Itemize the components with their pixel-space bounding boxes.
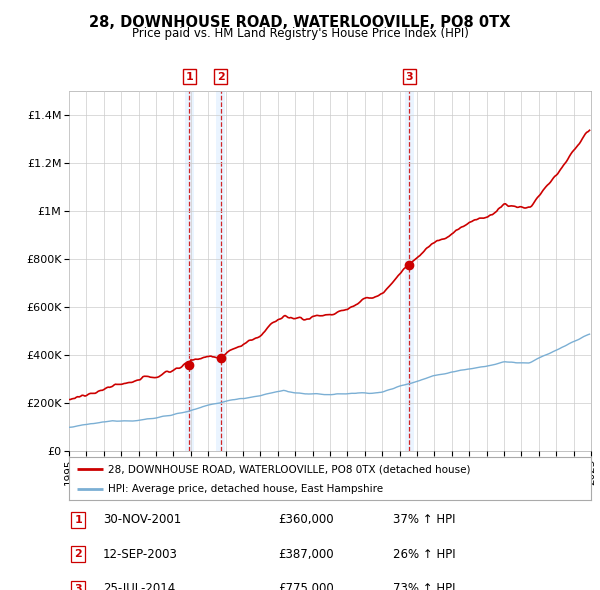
Text: 30-NOV-2001: 30-NOV-2001 [103, 513, 181, 526]
Text: 73% ↑ HPI: 73% ↑ HPI [392, 582, 455, 590]
Text: Price paid vs. HM Land Registry's House Price Index (HPI): Price paid vs. HM Land Registry's House … [131, 27, 469, 40]
Bar [405, 91, 414, 451]
Text: 28, DOWNHOUSE ROAD, WATERLOOVILLE, PO8 0TX: 28, DOWNHOUSE ROAD, WATERLOOVILLE, PO8 0… [89, 15, 511, 30]
Text: HPI: Average price, detached house, East Hampshire: HPI: Average price, detached house, East… [108, 484, 383, 494]
Text: 2: 2 [74, 549, 82, 559]
Bar [185, 91, 194, 451]
Text: 2: 2 [217, 72, 224, 81]
Text: 1: 1 [74, 515, 82, 525]
Text: 37% ↑ HPI: 37% ↑ HPI [392, 513, 455, 526]
Text: £387,000: £387,000 [278, 548, 334, 561]
Text: 1: 1 [185, 72, 193, 81]
Text: 3: 3 [74, 584, 82, 590]
Text: 25-JUL-2014: 25-JUL-2014 [103, 582, 175, 590]
Text: £775,000: £775,000 [278, 582, 334, 590]
Text: 3: 3 [406, 72, 413, 81]
Text: £360,000: £360,000 [278, 513, 334, 526]
Text: 28, DOWNHOUSE ROAD, WATERLOOVILLE, PO8 0TX (detached house): 28, DOWNHOUSE ROAD, WATERLOOVILLE, PO8 0… [108, 464, 470, 474]
Bar [216, 91, 225, 451]
Text: 26% ↑ HPI: 26% ↑ HPI [392, 548, 455, 561]
Text: 12-SEP-2003: 12-SEP-2003 [103, 548, 178, 561]
